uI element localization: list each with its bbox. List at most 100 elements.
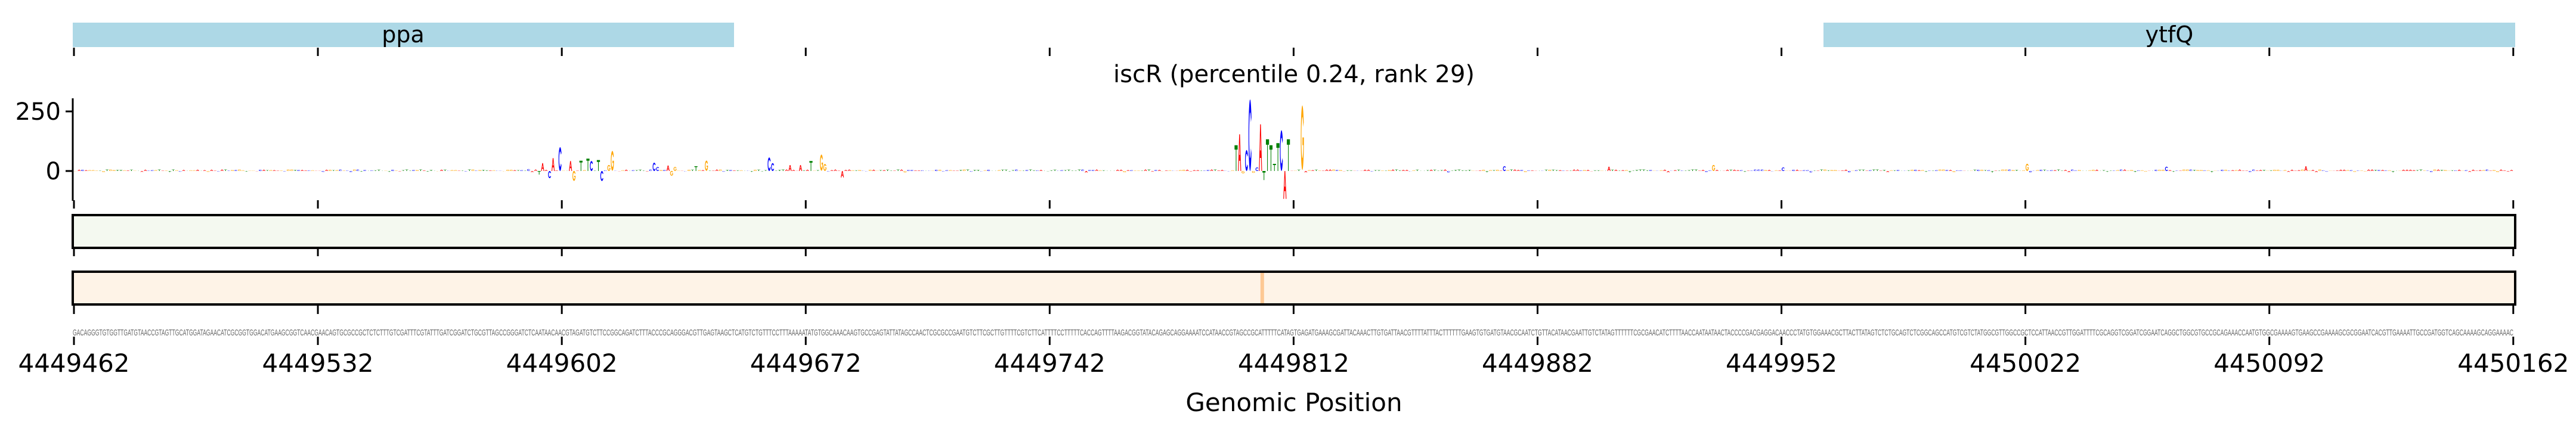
logo-letter-T [1433, 169, 1436, 171]
logo-letter-C [2325, 171, 2329, 172]
logo-letter-T [98, 170, 102, 171]
gene-ppa-label: ppa [382, 21, 425, 48]
logo-letter-T [1262, 171, 1266, 181]
logo-letter-A [1879, 170, 1883, 171]
logo-letter-A [1478, 170, 1482, 171]
logo-letter-T [1983, 170, 1987, 171]
logo-letter-G [165, 170, 168, 171]
logo-letter-A [1621, 170, 1625, 171]
logo-letter-T [1074, 170, 1078, 171]
logo-letter-A [792, 170, 795, 171]
logo-letter-T [778, 170, 782, 171]
logo-letter-T [419, 169, 423, 171]
logo-letter-T [1029, 169, 1032, 171]
logo-letter-A [2314, 171, 2318, 172]
logo-letter-A [2290, 169, 2294, 171]
logo-letter-T [1436, 170, 1440, 171]
logo-letter-T [1416, 169, 1419, 171]
gene-ytfq-label: ytfQ [2145, 21, 2194, 48]
logo-letter-C [2119, 169, 2123, 171]
logo-letter-G [1823, 169, 1827, 171]
logo-letter-C [1203, 170, 1206, 171]
logo-letter-C [1562, 170, 1565, 171]
logo-letter-T [1234, 145, 1238, 171]
logo-letter-T [1635, 170, 1639, 171]
logo-letter-G [509, 169, 513, 171]
logo-letter-A [1844, 169, 1848, 171]
logo-letter-C [363, 170, 367, 171]
logo-letter-G [1318, 170, 1321, 171]
logo-letter-A [569, 161, 572, 171]
logo-letter-A [2336, 170, 2339, 171]
logo-letter-C [475, 170, 478, 171]
x-tick-label: 4449742 [994, 349, 1106, 378]
logo-letter-G [2276, 169, 2280, 171]
dna-sequence: GACAGGGTGTGGTTGATGTAACCGTAGTTGCATGGATAGA… [73, 328, 2513, 338]
logo-letter-T [460, 170, 465, 171]
logo-letter-A [2339, 169, 2343, 171]
logo-letter-T [105, 169, 109, 171]
logo-letter-A [544, 170, 548, 171]
logo-letter-A [1673, 170, 1677, 171]
logo-letter-T [1440, 170, 1444, 171]
logo-letter-A [1586, 170, 1590, 171]
logo-letter-C [1869, 170, 1872, 171]
logo-letter-G [1098, 170, 1102, 171]
logo-letter-G [231, 170, 234, 171]
logo-letter-T [886, 169, 890, 171]
logo-letter-C [2113, 170, 2116, 171]
logo-letter-T [1346, 170, 1349, 171]
logo-letter-A [837, 170, 841, 171]
logo-letter-G [311, 170, 314, 171]
logo-letter-T [119, 170, 123, 171]
logo-letter-C [1935, 170, 1938, 171]
logo-letter-G [823, 164, 827, 171]
logo-letter-T [816, 170, 820, 171]
logo-letter-T [2106, 171, 2109, 172]
logo-letter-A [624, 169, 628, 171]
logo-letter-A [2297, 170, 2301, 171]
logo-letter-G [1137, 170, 1140, 171]
logo-letter-T [401, 170, 405, 171]
logo-letter-C [1015, 169, 1018, 171]
logo-letter-A [210, 169, 213, 171]
logo-letter-T [1078, 169, 1081, 171]
logo-letter-G [2092, 169, 2095, 171]
logo-letter-C [2189, 169, 2193, 171]
x-tick-label: 4449812 [1238, 349, 1349, 378]
logo-letter-A [1558, 170, 1562, 171]
logo-letter-G [938, 169, 942, 171]
logo-letter-T [1875, 169, 1879, 171]
logo-letter-T [1893, 170, 1897, 171]
logo-letter-A [1513, 169, 1517, 171]
logo-letter-A [1607, 166, 1611, 171]
logo-letter-T [1492, 170, 1496, 171]
logo-letter-T [596, 160, 600, 171]
x-ticks: 4449462 4449532 4449602 4449672 4449742 44498… [18, 48, 2569, 378]
logo-letter-C [2165, 166, 2168, 171]
logo-letter-C [2426, 170, 2429, 171]
logo-letter-G [2496, 170, 2500, 172]
logo-letter-G [123, 170, 126, 171]
logo-letter-C [722, 171, 726, 172]
logo-letter-A [732, 170, 736, 171]
logo-letter-A [1886, 171, 1890, 172]
logo-letter-G [286, 169, 290, 171]
logo-letter-T [1461, 170, 1465, 171]
logo-letter-T [171, 169, 175, 171]
logo-letter-A [2457, 169, 2461, 171]
logo-letter-A [2311, 170, 2315, 171]
logo-letter-T [1555, 170, 1559, 171]
logo-letter-T [1973, 169, 1977, 171]
logo-letter-T [467, 169, 471, 171]
logo-letter-T [2210, 171, 2213, 173]
logo-letter-A [1217, 170, 1221, 171]
logo-letter-A [2402, 169, 2405, 171]
track-green [72, 214, 2516, 249]
logo-letter-C [1945, 170, 1949, 171]
logo-letter-T [360, 171, 363, 172]
logo-letter-C [1750, 170, 1754, 171]
logo-letter-A [1663, 169, 1667, 171]
logo-letter-A [78, 169, 81, 171]
logo-letter-T [1931, 170, 1935, 171]
